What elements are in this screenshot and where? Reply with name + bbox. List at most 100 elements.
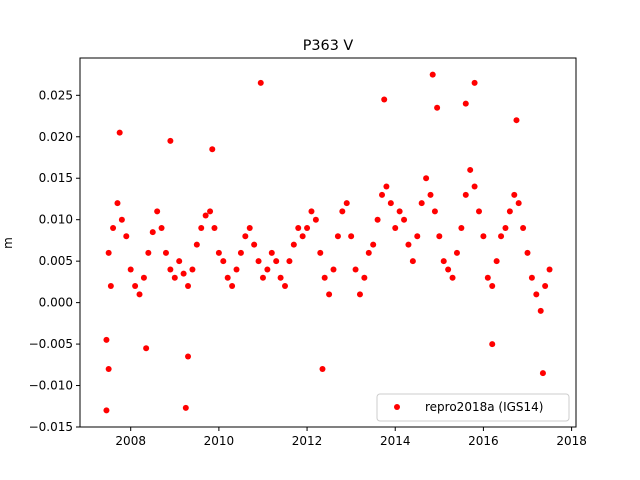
data-point: [143, 345, 150, 352]
data-point: [251, 241, 258, 248]
data-point: [162, 249, 169, 256]
data-point: [515, 200, 522, 207]
data-point: [107, 283, 114, 290]
data-point: [381, 96, 388, 103]
data-point: [207, 208, 214, 215]
data-point: [103, 407, 110, 414]
data-point: [326, 291, 333, 298]
x-tick-label: 2018: [556, 434, 587, 448]
data-point: [185, 353, 192, 360]
data-point: [462, 100, 469, 107]
y-tick-label: 0.010: [39, 213, 73, 227]
data-point: [471, 183, 478, 190]
legend-label: repro2018a (IGS14): [425, 400, 543, 414]
data-point: [539, 370, 546, 377]
data-point: [409, 258, 416, 265]
data-point: [449, 274, 456, 281]
data-point: [105, 365, 112, 372]
data-point: [268, 249, 275, 256]
data-point: [401, 216, 408, 223]
data-point: [167, 137, 174, 144]
y-axis-label: m: [1, 237, 15, 249]
data-point: [215, 249, 222, 256]
data-point: [356, 291, 363, 298]
data-point: [429, 71, 436, 78]
x-tick-label: 2016: [468, 434, 499, 448]
data-points: [103, 71, 553, 414]
x-tick-label: 2008: [115, 434, 146, 448]
data-point: [370, 241, 377, 248]
data-point: [237, 249, 244, 256]
axis-ticks: 2008 2010 2012 2014 2016 2018 −0.015 −0.010 −0.0…: [29, 88, 587, 448]
data-point: [498, 233, 505, 240]
data-point: [462, 191, 469, 198]
data-point: [259, 274, 266, 281]
data-point: [136, 291, 143, 298]
data-point: [524, 249, 531, 256]
data-point: [229, 283, 236, 290]
data-point: [480, 233, 487, 240]
y-tick-label: 0.020: [39, 130, 73, 144]
data-point: [189, 266, 196, 273]
y-tick-label: −0.005: [29, 337, 73, 351]
data-point: [434, 104, 441, 111]
data-point: [149, 229, 156, 236]
data-point: [467, 166, 474, 173]
data-point: [299, 233, 306, 240]
data-point: [533, 291, 540, 298]
data-point: [127, 266, 134, 273]
data-point: [423, 175, 430, 182]
data-point: [506, 208, 513, 215]
data-point: [220, 258, 227, 265]
data-point: [277, 274, 284, 281]
data-point: [103, 336, 110, 343]
x-tick-label: 2012: [292, 434, 323, 448]
data-point: [132, 283, 139, 290]
data-point: [379, 191, 386, 198]
data-point: [334, 233, 341, 240]
data-point: [286, 258, 293, 265]
data-point: [383, 183, 390, 190]
data-point: [374, 216, 381, 223]
data-point: [418, 200, 425, 207]
data-point: [180, 270, 187, 277]
plot-frame: [79, 57, 577, 428]
data-point: [528, 274, 535, 281]
data-point: [224, 274, 231, 281]
data-point: [308, 208, 315, 215]
data-point: [312, 216, 319, 223]
data-point: [209, 146, 216, 153]
legend: repro2018a (IGS14): [376, 393, 570, 422]
data-point: [255, 258, 262, 265]
data-point: [493, 258, 500, 265]
data-point: [182, 404, 189, 411]
legend-marker: [394, 404, 400, 410]
data-point: [105, 249, 112, 256]
data-point: [257, 79, 264, 86]
data-point: [171, 274, 178, 281]
data-point: [158, 224, 165, 231]
data-point: [211, 224, 218, 231]
y-tick-label: 0.015: [39, 171, 73, 185]
data-point: [471, 79, 478, 86]
data-point: [339, 208, 346, 215]
data-point: [114, 200, 121, 207]
data-point: [520, 224, 527, 231]
data-point: [123, 233, 130, 240]
data-point: [202, 212, 209, 219]
data-point: [145, 249, 152, 256]
data-point: [546, 266, 553, 273]
data-point: [198, 224, 205, 231]
data-point: [290, 241, 297, 248]
data-point: [321, 274, 328, 281]
data-point: [511, 191, 518, 198]
data-point: [167, 266, 174, 273]
y-tick-label: −0.015: [29, 420, 73, 434]
data-point: [233, 266, 240, 273]
data-point: [361, 274, 368, 281]
data-point: [489, 283, 496, 290]
chart-title: P363 V: [303, 38, 354, 54]
y-tick-label: 0.000: [39, 296, 73, 310]
data-point: [110, 224, 117, 231]
